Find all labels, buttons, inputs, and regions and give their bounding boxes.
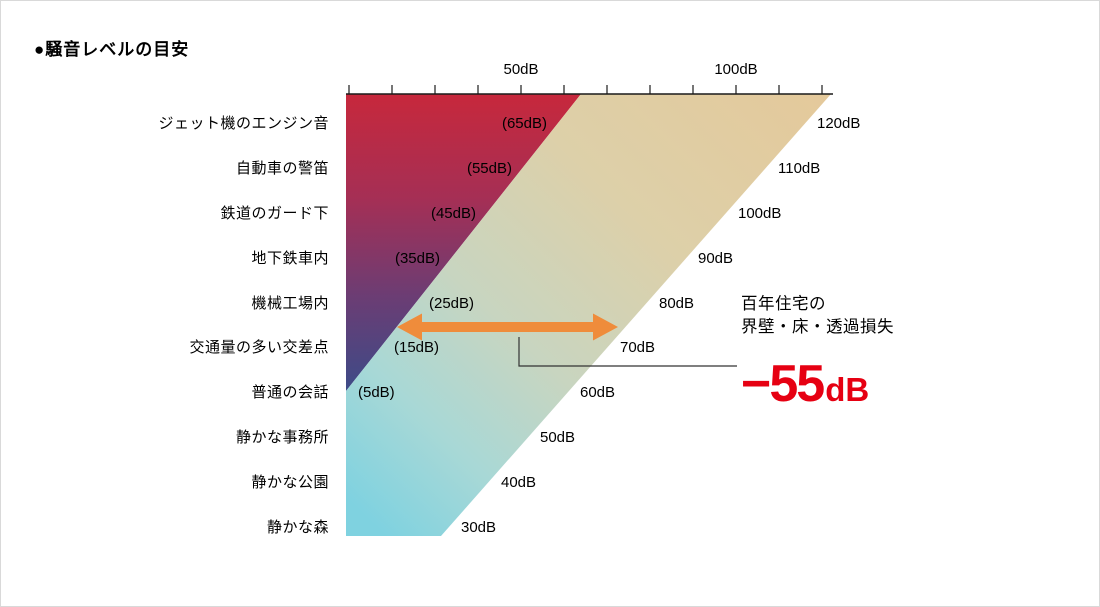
annotation-value: −55 dB (741, 355, 894, 415)
axis-ticks (348, 85, 823, 94)
row-after-insulation-label: (5dB) (358, 384, 395, 401)
row-source-label: 静かな公園 (251, 474, 329, 491)
reduction-range-arrow (397, 313, 618, 341)
row-level-label: 120dB (817, 115, 861, 132)
row-level-label: 40dB (501, 474, 537, 491)
row-source-label: 静かな森 (266, 519, 329, 536)
row-level-label: 50dB (540, 429, 576, 446)
row-level-label: 90dB (698, 250, 734, 267)
row-after-insulation-label: (65dB) (501, 115, 547, 132)
row-level-label: 80dB (659, 295, 695, 312)
row-source-label: ジェット機のエンジン音 (158, 115, 329, 132)
chart-title: ●騒音レベルの目安 (34, 40, 190, 59)
annotation-connector-line (518, 337, 737, 367)
row-after-insulation-label: (35dB) (394, 250, 440, 267)
row-source-label: 自動車の警笛 (235, 160, 329, 177)
row-level-label: 110dB (778, 160, 821, 177)
annotation-text-line2: 界壁・床・透過損失 (741, 318, 894, 336)
row-source-label: 交通量の多い交差点 (189, 339, 329, 356)
row-source-label: 静かな事務所 (235, 429, 329, 446)
axis-tick-label-100db: 100dB (714, 61, 758, 78)
row-after-insulation-label: (25dB) (429, 295, 475, 312)
row-after-insulation-label: (55dB) (466, 160, 512, 177)
band-reduction-region (346, 94, 831, 536)
row-level-label: 70dB (620, 339, 656, 356)
row-level-label: 100dB (738, 205, 782, 222)
row-after-insulation-label: (45dB) (430, 205, 476, 222)
row-after-insulation-label: (15dB) (394, 339, 440, 356)
row-source-label: 鉄道のガード下 (220, 205, 329, 222)
annotation-text-line1: 百年住宅の (741, 295, 826, 313)
row-level-label: 30dB (461, 519, 497, 536)
row-source-label: 普通の会話 (251, 384, 329, 401)
axis-tick-label-50db: 50dB (503, 61, 539, 78)
row-level-label: 60dB (580, 384, 616, 401)
row-source-label: 地下鉄車内 (251, 250, 329, 267)
row-source-label: 機械工場内 (251, 295, 329, 312)
annotation-value-unit: dB (825, 371, 870, 408)
annotation: 百年住宅の 界壁・床・透過損失 −55 dB (741, 293, 894, 415)
annotation-value-number: −55 (741, 355, 825, 413)
